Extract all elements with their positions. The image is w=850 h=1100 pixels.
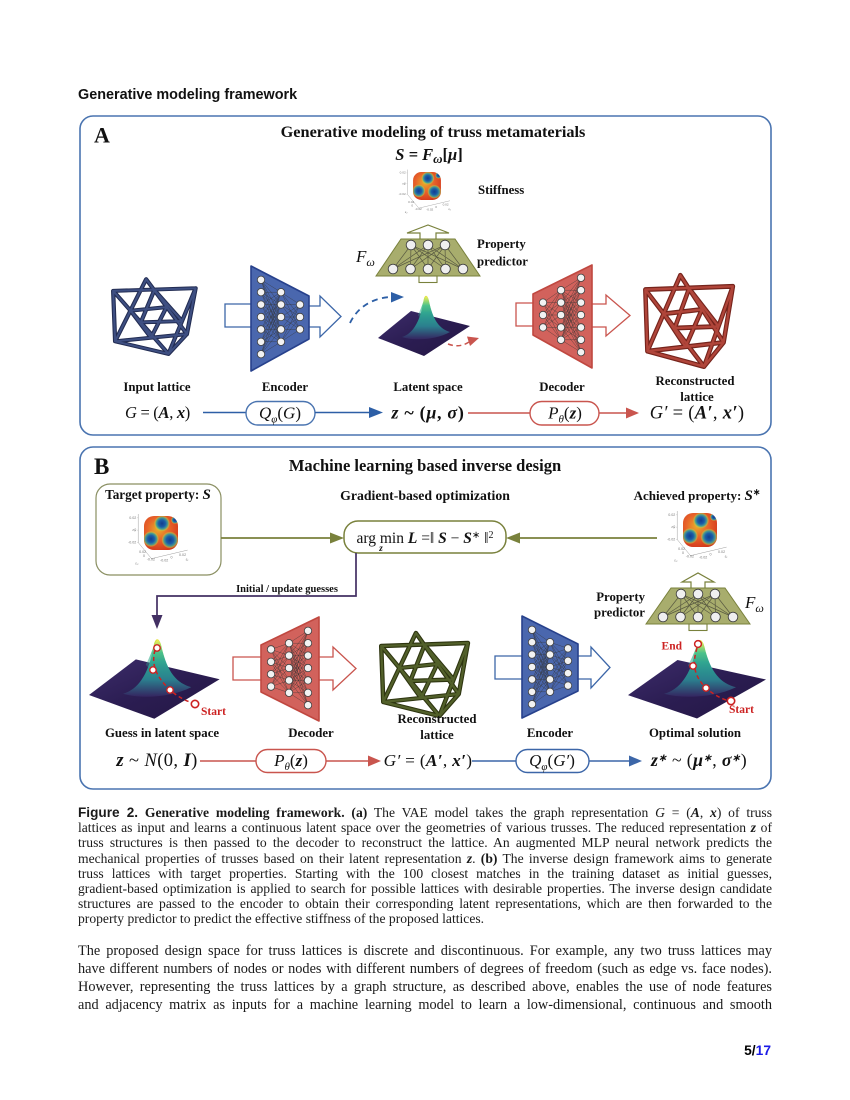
svg-text:0.02: 0.02 xyxy=(718,550,725,554)
svg-text:Reconstructed: Reconstructed xyxy=(398,712,477,726)
svg-text:z: z xyxy=(378,543,383,553)
svg-text:0.02: 0.02 xyxy=(668,513,675,517)
svg-text:Input lattice: Input lattice xyxy=(123,380,191,394)
svg-text:arg min L =‖ S − S∗ ‖2: arg min L =‖ S − S∗ ‖2 xyxy=(356,525,493,547)
svg-text:Property: Property xyxy=(477,237,526,251)
svg-text:Encoder: Encoder xyxy=(527,726,574,740)
svg-text:G′ = (A′, x′): G′ = (A′, x′) xyxy=(650,404,745,424)
svg-text:0.02: 0.02 xyxy=(400,171,406,175)
svg-text:0.02: 0.02 xyxy=(408,200,414,204)
svg-text:-0.02: -0.02 xyxy=(415,207,422,211)
svg-text:Reconstructed: Reconstructed xyxy=(656,374,735,388)
svg-text:0: 0 xyxy=(710,553,712,557)
svg-text:0: 0 xyxy=(134,528,136,532)
svg-text:z ~ N(0, I): z ~ N(0, I) xyxy=(115,751,197,771)
svg-text:S = Fω[μ]: S = Fω[μ] xyxy=(395,145,462,166)
svg-text:ε₃: ε₃ xyxy=(672,525,676,529)
svg-text:Property: Property xyxy=(596,590,645,604)
svg-text:G′ = (A′, x′): G′ = (A′, x′) xyxy=(384,751,473,770)
svg-text:Qφ(G′): Qφ(G′) xyxy=(529,751,575,773)
svg-text:Fω: Fω xyxy=(355,247,375,269)
svg-text:Fω: Fω xyxy=(744,593,764,615)
svg-text:lattice: lattice xyxy=(680,390,714,404)
svg-text:ε₃: ε₃ xyxy=(402,181,405,185)
svg-text:-0.02: -0.02 xyxy=(147,558,155,562)
svg-text:A: A xyxy=(94,123,110,148)
svg-text:End: End xyxy=(662,641,683,653)
svg-text:Pθ(z): Pθ(z) xyxy=(547,404,582,426)
svg-text:Gradient-based optimization: Gradient-based optimization xyxy=(340,488,510,503)
svg-text:Qφ(G): Qφ(G) xyxy=(259,404,301,426)
svg-text:0: 0 xyxy=(673,525,675,529)
svg-text:Stiffness: Stiffness xyxy=(478,183,524,197)
svg-text:0.02: 0.02 xyxy=(678,547,685,551)
svg-text:-0.02: -0.02 xyxy=(699,556,707,560)
svg-text:0: 0 xyxy=(682,551,684,555)
svg-text:0.02: 0.02 xyxy=(139,550,146,554)
svg-text:B: B xyxy=(94,454,109,479)
svg-text:ε₁: ε₁ xyxy=(186,558,190,562)
svg-text:0: 0 xyxy=(435,205,437,209)
svg-text:Pθ(z): Pθ(z) xyxy=(273,751,308,773)
svg-text:-0.02: -0.02 xyxy=(160,559,168,563)
svg-text:Decoder: Decoder xyxy=(539,380,585,394)
svg-text:Decoder: Decoder xyxy=(288,726,334,740)
svg-text:ε₂: ε₂ xyxy=(674,558,678,562)
svg-text:ε₃: ε₃ xyxy=(133,528,137,532)
svg-text:0: 0 xyxy=(404,181,406,185)
svg-text:Start: Start xyxy=(729,704,754,716)
svg-text:-0.02: -0.02 xyxy=(686,555,694,559)
svg-text:0.02: 0.02 xyxy=(179,553,186,557)
svg-text:0: 0 xyxy=(411,204,413,208)
svg-text:Machine learning based inverse: Machine learning based inverse design xyxy=(289,456,561,475)
svg-text:-0.02: -0.02 xyxy=(128,540,136,544)
svg-text:Target property: S: Target property: S xyxy=(105,487,211,503)
svg-text:Guess in latent space: Guess in latent space xyxy=(105,726,219,740)
svg-text:predictor: predictor xyxy=(594,606,645,620)
svg-text:Initial / update guesses: Initial / update guesses xyxy=(236,584,338,595)
svg-text:Optimal solution: Optimal solution xyxy=(649,726,741,740)
svg-text:ε₁: ε₁ xyxy=(725,555,729,559)
svg-text:0.02: 0.02 xyxy=(443,203,449,207)
svg-text:G = (A, x): G = (A, x) xyxy=(125,403,190,422)
svg-text:Latent space: Latent space xyxy=(393,380,463,394)
svg-text:z ~ (μ, σ): z ~ (μ, σ) xyxy=(390,403,464,424)
svg-text:ε₁: ε₁ xyxy=(448,207,450,211)
svg-text:-0.02: -0.02 xyxy=(399,192,406,196)
svg-text:-0.02: -0.02 xyxy=(426,208,433,212)
svg-text:ε₂: ε₂ xyxy=(405,210,408,214)
svg-text:lattice: lattice xyxy=(420,728,454,742)
svg-text:Achieved property: S∗: Achieved property: S∗ xyxy=(634,487,761,504)
svg-text:Generative modeling of truss m: Generative modeling of truss metamateria… xyxy=(281,122,586,141)
svg-text:-0.02: -0.02 xyxy=(667,537,675,541)
svg-text:predictor: predictor xyxy=(477,255,528,269)
svg-text:0.02: 0.02 xyxy=(129,516,136,520)
svg-text:0: 0 xyxy=(171,556,173,560)
svg-text:0: 0 xyxy=(143,554,145,558)
svg-text:Start: Start xyxy=(201,706,226,718)
svg-text:ε₂: ε₂ xyxy=(135,561,139,565)
svg-text:Encoder: Encoder xyxy=(262,380,309,394)
svg-text:z∗ ~ (μ∗, σ∗): z∗ ~ (μ∗, σ∗) xyxy=(650,745,747,771)
